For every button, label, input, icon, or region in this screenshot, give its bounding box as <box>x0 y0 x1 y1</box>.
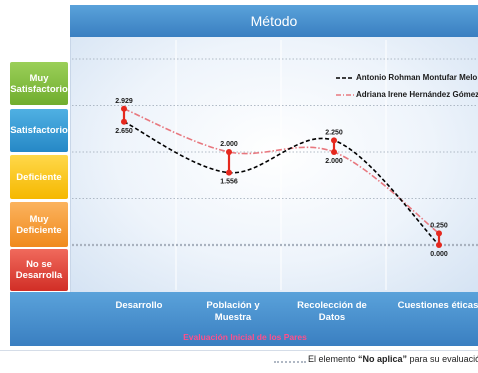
footer-bold: “No aplica” <box>358 354 408 364</box>
footer-dotted-line-icon <box>274 361 306 363</box>
level-satisfactorio: Satisfactorio <box>10 109 68 152</box>
category-label-poblacion: Población y Muestra <box>206 300 260 323</box>
level-muy-deficiente: Muy Deficiente <box>10 202 68 247</box>
legend-label-series-2: Adriana Irene Hernández Gómez <box>356 90 478 99</box>
footer-suffix: para su evaluación <box>407 354 478 364</box>
category-label-desarrollo: Desarrollo <box>115 300 163 311</box>
category-label-recoleccion: Recolección de Datos <box>297 300 367 323</box>
marker-s1-0 <box>121 118 127 125</box>
data-label-s2-1: 2.000 <box>220 141 238 148</box>
level-no-se-desarrolla: No se Desarrolla <box>10 249 68 291</box>
footer <box>0 350 478 373</box>
legend-swatch-series-2 <box>336 94 354 96</box>
footer-note: El elemento “No aplica” para su evaluaci… <box>272 354 478 364</box>
chart-subtitle: Evaluación Inicial de los Pares <box>183 332 307 342</box>
footer-prefix: El elemento <box>308 354 359 364</box>
marker-s2-3 <box>436 230 442 237</box>
chart-title: Método <box>70 5 478 37</box>
marker-s2-0 <box>121 105 127 112</box>
marker-s2-1 <box>226 149 232 155</box>
data-label-s2-3: 0.250 <box>430 222 448 229</box>
data-label-s1-3: 0.000 <box>430 251 448 258</box>
data-label-s1-2: 2.250 <box>325 129 343 136</box>
series-line-1 <box>123 121 440 246</box>
legend-swatch-series-1 <box>336 77 354 79</box>
data-label-s1-1: 1.556 <box>220 179 238 186</box>
marker-s1-3 <box>436 242 442 248</box>
data-label-s2-0: 2.929 <box>115 98 133 105</box>
legend-item-series-1: Antonio Rohman Montufar Melo <box>336 72 478 89</box>
category-bar <box>10 292 478 346</box>
legend: Antonio Rohman Montufar Melo Adriana Ire… <box>336 72 478 106</box>
data-label-s1-0: 2.650 <box>115 128 133 135</box>
category-label-cuestiones: Cuestiones éticas <box>397 300 478 311</box>
marker-s1-2 <box>331 137 337 144</box>
level-deficiente: Deficiente <box>10 155 68 199</box>
data-label-s2-2: 2.000 <box>325 158 343 165</box>
marker-s2-2 <box>331 149 337 155</box>
legend-item-series-2: Adriana Irene Hernández Gómez <box>336 89 478 106</box>
marker-s1-1 <box>226 169 232 176</box>
legend-label-series-1: Antonio Rohman Montufar Melo <box>356 73 478 82</box>
plot-area <box>70 37 478 292</box>
level-muy-satisfactorio: Muy Satisfactorio <box>10 62 68 105</box>
